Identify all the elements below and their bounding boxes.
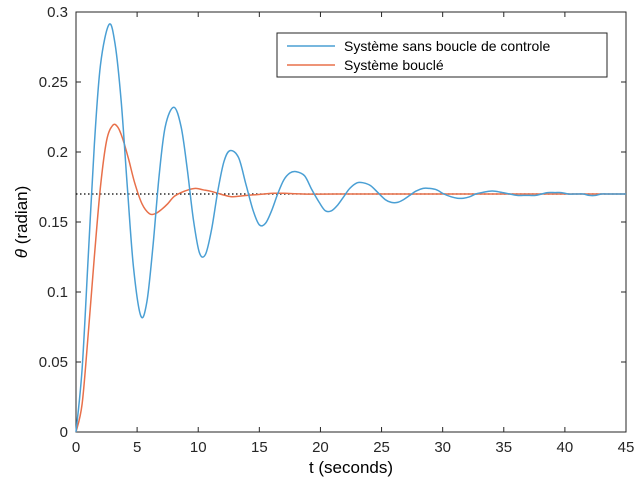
series-layer bbox=[75, 23, 626, 433]
x-tick-label: 0 bbox=[72, 439, 80, 456]
x-tick-label: 45 bbox=[618, 439, 635, 456]
legend-label: Système bouclé bbox=[344, 57, 444, 73]
y-tick-label: 0.1 bbox=[47, 284, 68, 301]
x-tick-label: 15 bbox=[251, 439, 268, 456]
x-tick-label: 10 bbox=[190, 439, 207, 456]
y-tick-label: 0.25 bbox=[39, 74, 68, 91]
x-tick-label: 25 bbox=[373, 439, 390, 456]
x-axis-label: t (seconds) bbox=[309, 458, 393, 477]
legend-box bbox=[276, 32, 608, 78]
y-tick-label: 0 bbox=[60, 424, 68, 441]
series-line-closed-loop bbox=[75, 123, 626, 433]
series-line-open-loop bbox=[75, 23, 626, 433]
legend: Système sans boucle de controle Système b… bbox=[276, 32, 608, 78]
x-tick-label: 20 bbox=[312, 439, 329, 456]
y-tick-label: 0.3 bbox=[47, 4, 68, 21]
y-tick-label: 0.2 bbox=[47, 144, 68, 161]
x-tick-label: 40 bbox=[557, 439, 574, 456]
y-axis-label-unit: (radian) bbox=[12, 186, 31, 249]
x-tick-label: 5 bbox=[133, 439, 141, 456]
x-tick-label: 30 bbox=[434, 439, 451, 456]
legend-label: Système sans boucle de controle bbox=[344, 38, 550, 54]
y-tick-label: 0.15 bbox=[39, 214, 68, 231]
plot-frame bbox=[75, 11, 627, 433]
y-tick-label: 0.05 bbox=[39, 354, 68, 371]
x-tick-label: 35 bbox=[495, 439, 512, 456]
axes-layer: 0 5 10 15 20 25 30 35 40 45 0 0.05 0.1 0.15 0.2 0.25 0.3… bbox=[12, 4, 634, 477]
y-axis-label: θ (radian) bbox=[12, 186, 31, 259]
y-axis-label-symbol: θ bbox=[12, 248, 31, 258]
